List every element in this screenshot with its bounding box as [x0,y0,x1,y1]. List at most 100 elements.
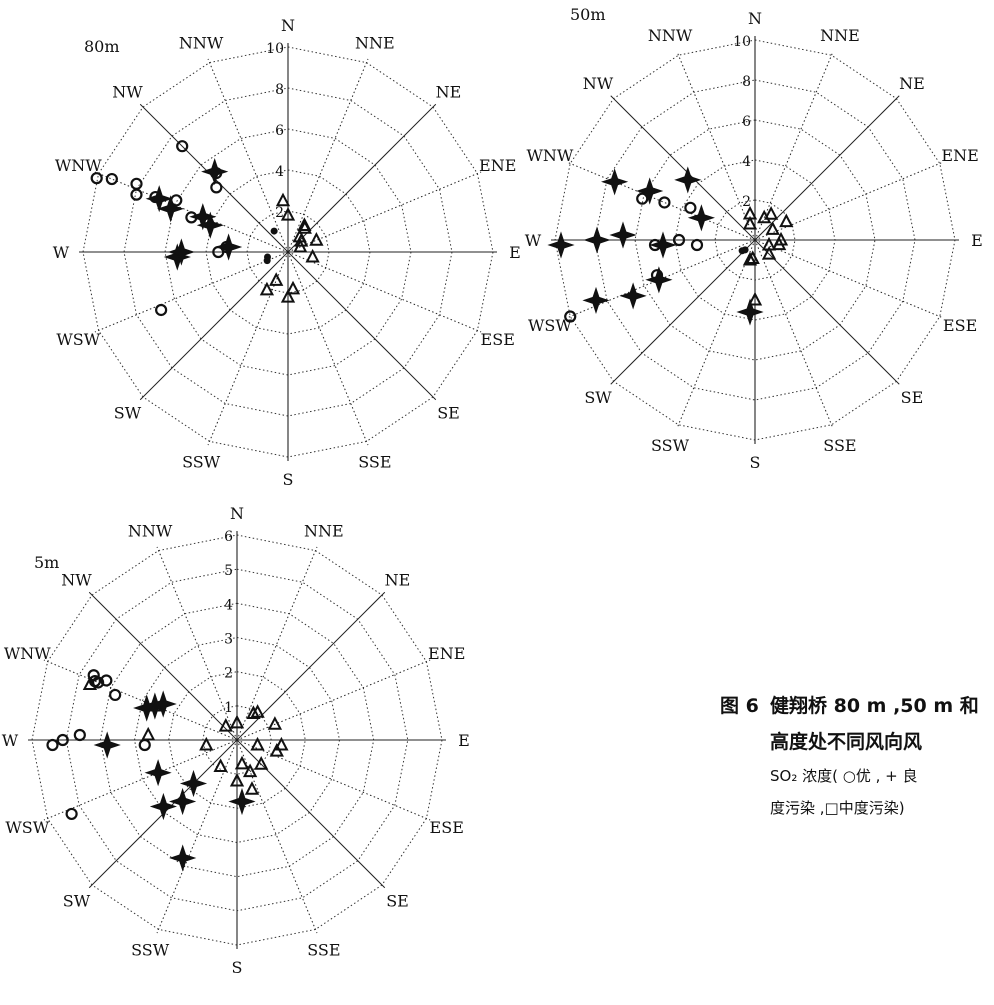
direction-label-wnw: WNW [55,156,102,175]
data-point-moderate [244,781,260,795]
data-point-good [109,688,122,702]
direction-label-nnw: NNW [179,33,224,52]
direction-label-wsw: WSW [528,316,572,335]
direction-label-se: SE [386,892,409,911]
direction-label-ne: NE [385,570,411,589]
data-point-fair [619,282,647,310]
data-point-moderate [269,272,284,286]
spoke-sw [139,251,289,401]
data-point-light [270,227,278,235]
direction-label-nw: NW [583,74,614,93]
spoke-nne [287,58,369,253]
wind-rose-80m: N NNE NE ENE E ESE SE SSE S SSW SW WSW W WNW NW NNW 2 4 6 8… [53,16,521,489]
data-point-fair [228,787,256,816]
direction-label-nne: NNE [304,521,344,540]
data-point-good [130,188,143,201]
ring-label: 10 [266,41,284,57]
direction-label-s: S [232,958,243,977]
direction-label-e: E [509,243,521,262]
data-point-good [176,140,189,153]
spoke-ene [236,659,431,741]
data-point-fair [649,231,677,259]
spoke-se [754,239,900,385]
spoke-ene [754,161,944,241]
data-point-fair [196,211,224,239]
figure-caption: 图 6 健翔桥 80 m ,50 m 和 高度处不同风向风 SO₂ 浓度( ○优 … [720,688,990,824]
ring-label: 2 [224,666,233,682]
data-point-moderate [259,281,275,296]
spoke-nne [236,546,318,741]
data-point-moderate [254,756,269,770]
ring-label: 8 [275,82,284,98]
ring-label: 6 [224,529,233,545]
spoke-ssw [156,739,238,934]
data-point-good [87,669,100,682]
data-point-fair [93,731,121,759]
data-point-good [138,738,151,752]
ring-label: 4 [275,164,284,180]
data-point-fair [169,787,197,816]
data-point-good [90,172,103,185]
spoke-ne [754,95,900,241]
grid-ring [31,534,443,946]
data-point-moderate [250,704,265,718]
data-point-moderate [199,736,214,751]
spoke-ese [287,251,482,333]
spoke-ssw [676,239,756,429]
data-point-moderate [763,206,779,220]
data-point-fair [609,221,637,249]
direction-label-w: W [525,231,542,250]
spoke-ese [754,239,944,319]
direction-label-sw: SW [114,404,142,423]
data-point-fair [582,286,610,314]
direction-label-n: N [748,9,762,28]
direction-label-sse: SSE [358,453,391,472]
data-point-moderate [218,717,233,732]
data-point-moderate [742,215,758,230]
spoke-nnw [156,546,238,741]
direction-label-ne: NE [436,82,462,101]
direction-label-ene: ENE [479,156,516,175]
data-point-good [46,738,59,752]
direction-label-nne: NNE [820,26,860,45]
direction-label-nw: NW [61,570,92,589]
direction-label-w: W [2,731,19,750]
direction-label-sse: SSE [823,436,856,455]
data-point-good [658,196,671,209]
height-label: 50m [570,5,606,24]
ring-label: 6 [742,114,751,130]
direction-label-w: W [53,243,70,262]
spoke-sse [754,239,834,429]
data-point-moderate [761,245,777,260]
spoke-wnw [43,659,238,741]
data-point-good [100,674,113,687]
ring-label: 4 [224,597,233,613]
height-label: 5m [34,553,59,572]
data-point-moderate [229,772,245,787]
data-point-good [130,177,143,190]
caption-line-3: SO₂ 浓度( ○优 , + 良 [770,767,918,785]
direction-label-nne: NNE [355,33,395,52]
ring-label: 2 [742,194,751,210]
data-point-moderate [745,250,760,264]
direction-label-s: S [750,453,761,472]
spoke-wsw [43,739,238,821]
direction-label-wnw: WNW [4,644,51,663]
direction-label-n: N [230,504,244,523]
data-point-good [65,807,78,821]
direction-label-n: N [281,16,295,35]
data-point-moderate [765,221,780,235]
spoke-ne [287,103,437,253]
data-point-fair [601,168,629,196]
data-point-fair [201,158,229,186]
direction-label-ssw: SSW [131,941,170,960]
direction-label-sw: SW [584,388,612,407]
grid-ring [594,79,916,401]
data-point-good [672,233,686,247]
data-point-fair [144,759,172,787]
direction-label-wnw: WNW [526,146,573,165]
data-point-good [105,172,118,186]
data-point-fair [169,844,197,872]
ring-label: 10 [733,34,751,50]
caption-line-1: 健翔桥 80 m ,50 m 和 [770,695,979,717]
